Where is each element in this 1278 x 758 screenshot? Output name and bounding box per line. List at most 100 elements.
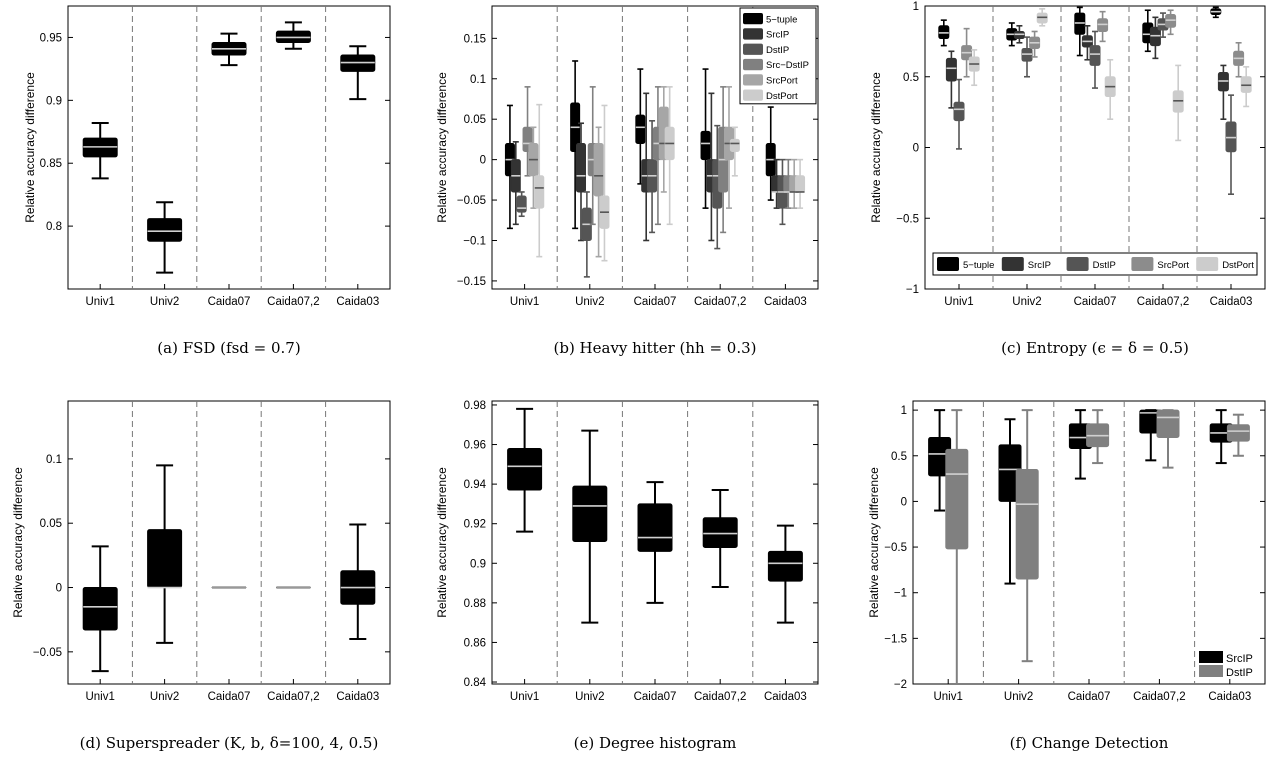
box-srcip-caida07-2 [1149, 16, 1161, 60]
x-tick-label: Caida07,2 [694, 691, 746, 703]
box-dstip-univ1 [945, 409, 969, 685]
box-srcip-univ2 [1013, 25, 1025, 44]
box-iqr [572, 485, 608, 543]
box-srcip-caida03 [1217, 64, 1229, 120]
box-dstport-univ1 [534, 103, 545, 258]
box-dstip-caida07 [1089, 30, 1101, 89]
x-tick-label: Caida03 [336, 691, 379, 703]
legend-swatch [937, 257, 959, 271]
y-tick-label: 0.88 [464, 598, 486, 610]
box-dstip-caida07-2 [1156, 409, 1180, 469]
box-caida07-2 [275, 21, 311, 50]
box-iqr [507, 447, 543, 491]
legend: 5−tuple SrcIP DstIP Src−DstIP SrcPort DstPort [739, 7, 817, 105]
legend-swatch [1066, 257, 1089, 271]
panel-d: −0.05 0 0.05 0.1 Relative accuracy differenc… [11, 400, 391, 752]
legend-swatch [743, 89, 763, 101]
box-dstport-caida03 [1240, 66, 1252, 108]
legend-swatch [1196, 257, 1219, 271]
box-caida03 [767, 524, 803, 624]
legend-label: DstIP [1226, 667, 1253, 679]
box-5-tuple-caida07 [1074, 6, 1086, 57]
legend-label: SrcPort [766, 76, 798, 87]
y-tick-label: 0 [913, 143, 919, 155]
x-tick-label: Caida07,2 [694, 296, 746, 308]
legend-swatch [743, 74, 763, 86]
box-srcip-univ2 [576, 122, 586, 242]
box-dstip-univ2 [1015, 409, 1039, 663]
x-tick-label: Univ2 [575, 691, 604, 703]
x-tick-label: Caida03 [764, 691, 807, 703]
x-tick-label: Univ2 [1004, 691, 1033, 703]
legend-label: DstPort [1222, 260, 1254, 271]
box-dstport-caida07 [1104, 58, 1116, 120]
x-tick-label: Univ1 [510, 691, 539, 703]
y-tick-label: 0 [56, 583, 62, 595]
legend-label: 5−tuple [766, 14, 797, 25]
box-dstip-caida07 [647, 120, 658, 234]
box-dstip-univ1 [953, 78, 965, 150]
box-dstip-caida07 [1086, 409, 1110, 465]
y-tick-label: 0.96 [464, 440, 486, 452]
box-iqr [147, 218, 183, 242]
legend-swatch [1199, 651, 1223, 663]
y-tick-label: 0.5 [891, 451, 907, 463]
y-tick-label: 0 [480, 155, 486, 167]
box-iqr [516, 195, 527, 213]
x-tick-label: Caida07 [634, 691, 677, 703]
box-dstport-univ1 [968, 49, 980, 87]
box-srcport-univ1 [528, 126, 539, 209]
panel-c: −1 −0.5 0 0.5 1 Relative accuracy difference U… [869, 1, 1266, 357]
box-iqr [1015, 468, 1039, 580]
box-srcport-univ2 [593, 126, 604, 258]
y-tick-label: 1 [913, 1, 919, 13]
x-tick-label: Caida03 [1208, 691, 1251, 703]
box-iqr [635, 114, 646, 144]
legend-swatch [743, 43, 763, 55]
x-tick-label: Caida07 [208, 691, 251, 703]
box-dstip-univ1 [516, 191, 527, 218]
y-tick-label: 0.1 [470, 74, 486, 86]
legend-label: SrcIP [766, 30, 789, 41]
x-tick-label: Univ2 [150, 296, 179, 308]
y-tick-label: −1.5 [884, 633, 907, 645]
box-caida07-2 [702, 489, 738, 589]
x-tick-label: Caida03 [336, 296, 379, 308]
y-axis-label: Relative accuracy difference [435, 72, 449, 223]
box-5-tuple-univ2 [570, 60, 581, 230]
legend-swatch [743, 13, 763, 25]
y-tick-label: 0.94 [464, 479, 487, 491]
y-tick-label: −1 [906, 284, 919, 296]
panel-e: 0.84 0.86 0.88 0.9 0.92 0.94 0.96 0.98 Relative … [435, 400, 819, 752]
box-srcport-univ1 [961, 27, 973, 78]
y-tick-label: 0.8 [46, 221, 62, 233]
x-tick-label: Caida07 [208, 296, 251, 308]
legend-label: SrcIP [1028, 260, 1051, 271]
box-univ2 [147, 201, 183, 274]
x-tick-label: Univ2 [1012, 296, 1041, 308]
panel-caption: (a) FSD (fsd = 0.7) [157, 339, 300, 357]
box-iqr [1226, 424, 1250, 442]
box-iqr [637, 503, 673, 552]
x-tick-label: Caida07,2 [1137, 296, 1189, 308]
y-tick-label: 1 [901, 405, 907, 417]
x-tick-label: Caida07 [1068, 691, 1111, 703]
legend-label: SrcPort [1157, 260, 1189, 271]
box-univ1 [507, 407, 543, 533]
box-srcip-caida07 [1081, 25, 1093, 61]
legend-swatch [1001, 257, 1024, 271]
box-iqr [1089, 45, 1101, 66]
box-dstport-caida07 [664, 86, 675, 226]
y-tick-label: −0.5 [896, 213, 919, 225]
y-axis-label: Relative accuracy difference [435, 467, 449, 618]
box-srcport-caida07 [1097, 10, 1109, 43]
box-iqr [82, 587, 118, 631]
x-tick-label: Univ1 [510, 296, 539, 308]
x-tick-label: Univ1 [85, 296, 114, 308]
box-iqr [795, 175, 806, 193]
box-caida03 [340, 45, 376, 101]
legend: 5−tuple SrcIP DstIP SrcPort DstPort [932, 252, 1258, 276]
box-dstport-caida07-2 [729, 126, 740, 177]
y-tick-label: 0.1 [46, 454, 62, 466]
